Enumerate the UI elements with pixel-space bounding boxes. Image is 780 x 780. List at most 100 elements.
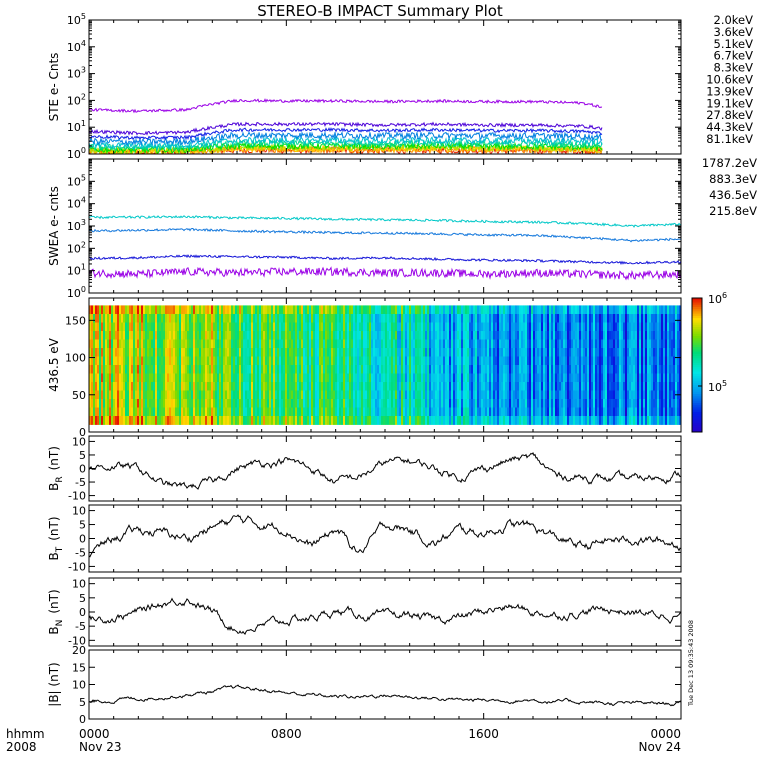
pad-cell (381, 416, 384, 425)
pad-cell (213, 314, 216, 323)
pad-cell (621, 314, 624, 323)
pad-cell (199, 339, 202, 349)
pad-cell (537, 382, 540, 391)
pad-cell (125, 339, 128, 349)
pad-cell (557, 331, 560, 340)
pad-cell (541, 305, 544, 315)
pad-cell (425, 365, 428, 374)
pad-cell (161, 390, 164, 400)
pad-cell (427, 373, 430, 383)
pad-cell (573, 314, 576, 323)
pad-cell (169, 356, 172, 366)
pad-cell (91, 314, 94, 323)
pad-cell (497, 365, 500, 374)
pad-cell (131, 365, 134, 374)
pad-cell (547, 407, 550, 417)
pad-cell (123, 390, 126, 400)
pad-cell (409, 331, 412, 340)
pad-cell (565, 390, 568, 400)
pad-cell (509, 331, 512, 340)
pad-cell (365, 331, 368, 340)
pad-cell (547, 339, 550, 349)
pad-cell (257, 382, 260, 391)
pad-cell (199, 390, 202, 400)
pad-cell (481, 314, 484, 323)
pad-cell (651, 416, 654, 425)
pad-cell (225, 305, 228, 315)
pad-cell (675, 399, 678, 408)
pad-cell (175, 416, 178, 425)
pad-cell (477, 305, 480, 315)
pad-cell (367, 407, 370, 417)
pad-cell (429, 348, 432, 357)
pad-cell (165, 416, 168, 425)
pad-cell (251, 365, 254, 374)
pad-cell (417, 399, 420, 408)
pad-cell (443, 314, 446, 323)
pad-cell (547, 348, 550, 357)
pad-cell (621, 356, 624, 366)
pad-cell (549, 322, 552, 332)
pad-cell (169, 416, 172, 425)
pad-cell (339, 382, 342, 391)
pad-cell (495, 365, 498, 374)
pad-cell (139, 407, 142, 417)
pad-cell (679, 331, 681, 340)
pad-cell (135, 373, 138, 383)
pad-cell (323, 305, 326, 315)
pad-cell (123, 314, 126, 323)
pad-cell (137, 399, 140, 408)
pad-cell (367, 331, 370, 340)
pad-cell (99, 382, 102, 391)
pad-cell (563, 305, 566, 315)
pad-cell (135, 305, 138, 315)
pad-cell (375, 356, 378, 366)
pad-cell (183, 322, 186, 332)
pad-cell (93, 365, 96, 374)
pad-cell (205, 322, 208, 332)
pad-cell (589, 390, 592, 400)
pad-cell (491, 339, 494, 349)
pad-cell (201, 339, 204, 349)
pad-cell (495, 322, 498, 332)
pad-cell (401, 314, 404, 323)
pad-cell (521, 382, 524, 391)
pad-cell (375, 322, 378, 332)
pad-cell (605, 416, 608, 425)
colorbar-cell (692, 407, 702, 411)
pad-cell (339, 373, 342, 383)
pad-cell (575, 382, 578, 391)
pad-cell (281, 305, 284, 315)
pad-cell (537, 348, 540, 357)
pad-cell (293, 382, 296, 391)
pad-cell (479, 390, 482, 400)
pad-cell (115, 339, 118, 349)
pad-cell (333, 322, 336, 332)
pad-cell (141, 305, 144, 315)
pad-cell (583, 331, 586, 340)
pad-cell (101, 390, 104, 400)
ste-legend-3: 6.7keV (714, 49, 754, 63)
pad-cell (367, 382, 370, 391)
pad-cell (125, 390, 128, 400)
pad-cell (143, 382, 146, 391)
pad-cell (619, 373, 622, 383)
pad-cell (261, 365, 264, 374)
pad-cell (313, 356, 316, 366)
pad-cell (571, 416, 574, 425)
pad-cell (309, 331, 312, 340)
pad-cell (343, 314, 346, 323)
pad-cell (459, 399, 462, 408)
pad-cell (313, 305, 316, 315)
pad-cell (315, 373, 318, 383)
pad-cell (405, 399, 408, 408)
pad-cell (519, 407, 522, 417)
pad-cell (93, 322, 96, 332)
pad-cell (475, 322, 478, 332)
pad-cell (249, 416, 252, 425)
pad-cell (677, 356, 680, 366)
pad-cell (553, 348, 556, 357)
pad-cell (213, 382, 216, 391)
pad-cell (409, 356, 412, 366)
pad-cell (361, 390, 364, 400)
